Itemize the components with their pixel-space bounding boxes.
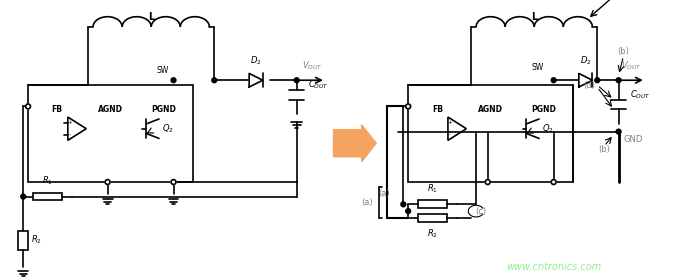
Circle shape [212, 78, 217, 83]
Text: (b): (b) [598, 145, 610, 153]
Text: L: L [148, 12, 154, 22]
Text: AGND: AGND [98, 105, 123, 114]
Circle shape [595, 78, 600, 83]
Text: www.cntronics.com: www.cntronics.com [506, 262, 601, 272]
Text: -: - [449, 132, 451, 137]
Circle shape [105, 180, 110, 184]
Bar [408, 85, 573, 182]
Circle shape [171, 78, 176, 83]
Text: SW: SW [532, 63, 544, 73]
Text: PGND: PGND [531, 105, 556, 114]
Text: $D_2$: $D_2$ [580, 54, 592, 67]
Text: PGND: PGND [151, 105, 176, 114]
FancyArrow shape [333, 125, 376, 162]
Text: $R_1$: $R_1$ [42, 174, 53, 187]
Circle shape [294, 78, 299, 83]
Text: FB: FB [432, 105, 443, 114]
Bar [418, 200, 447, 208]
Text: SW: SW [156, 66, 169, 75]
Circle shape [616, 78, 621, 83]
Circle shape [401, 202, 406, 207]
Text: $R_2$: $R_2$ [31, 234, 42, 246]
Bar [18, 230, 28, 250]
Bar [418, 214, 447, 222]
Text: $C_{OUT}$: $C_{OUT}$ [630, 88, 651, 101]
Text: $R_1$: $R_1$ [427, 182, 438, 195]
Text: (c): (c) [475, 207, 486, 216]
Text: +: + [67, 120, 72, 125]
Text: $Q_2$: $Q_2$ [542, 122, 554, 135]
Circle shape [21, 194, 26, 199]
Text: $V_{OUT}$: $V_{OUT}$ [302, 60, 322, 73]
Circle shape [551, 78, 556, 83]
Circle shape [406, 209, 411, 213]
Text: (a): (a) [378, 189, 390, 198]
Circle shape [406, 104, 411, 109]
Text: L: L [531, 12, 538, 22]
Bar [33, 193, 62, 200]
Text: $Q_2$: $Q_2$ [162, 122, 174, 135]
Text: GND: GND [624, 134, 643, 143]
Text: $C_{OUT}$: $C_{OUT}$ [308, 79, 329, 91]
Text: (b): (b) [617, 47, 629, 56]
Text: +: + [447, 120, 452, 125]
Circle shape [616, 129, 621, 134]
Text: (a): (a) [362, 198, 373, 207]
Text: AGND: AGND [478, 105, 503, 114]
Text: -: - [69, 132, 71, 137]
Circle shape [26, 104, 31, 109]
Bar [28, 85, 193, 182]
Text: $V_{OUT}$: $V_{OUT}$ [622, 60, 642, 73]
Text: (d): (d) [584, 81, 596, 90]
Circle shape [485, 180, 490, 184]
Text: $R_2$: $R_2$ [427, 228, 438, 240]
Circle shape [171, 180, 176, 184]
Circle shape [551, 180, 556, 184]
Text: FB: FB [52, 105, 63, 114]
Text: $D_2$: $D_2$ [250, 54, 262, 67]
